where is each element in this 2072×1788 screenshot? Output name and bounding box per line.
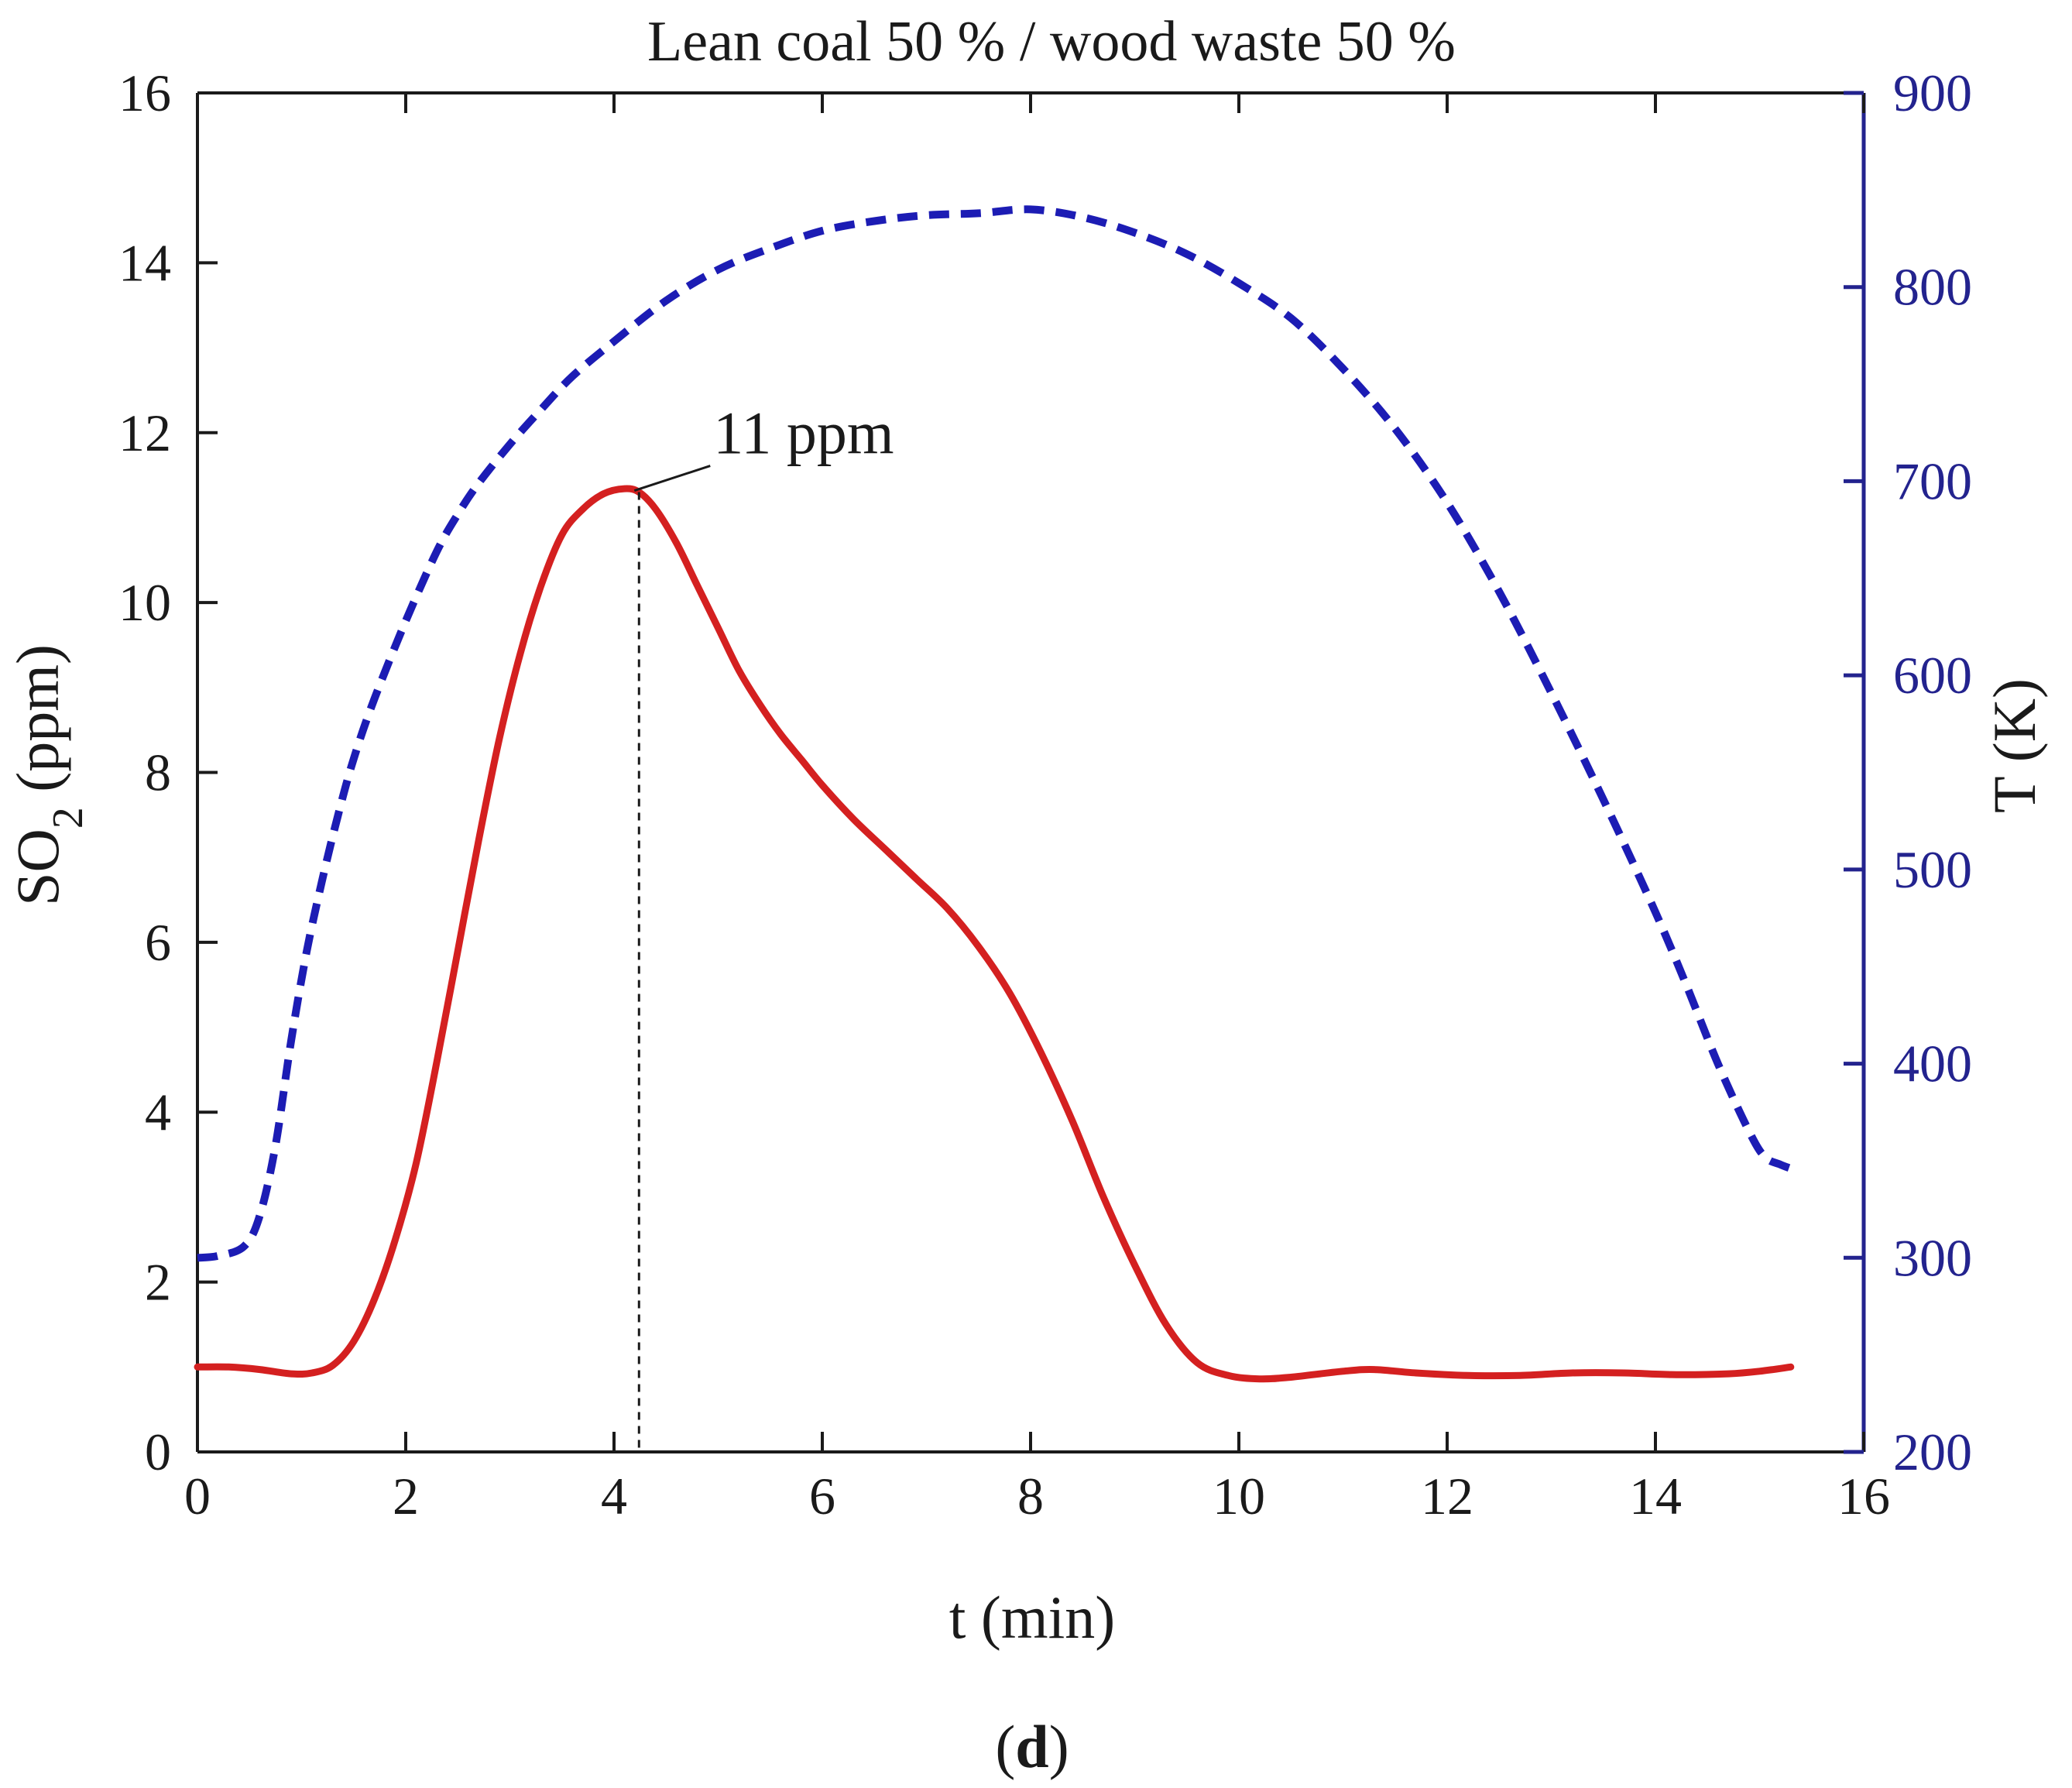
y-axis-left: 0 2 4 6 8 10 12 14 16 xyxy=(118,63,218,1481)
x-tick-label: 14 xyxy=(1629,1467,1682,1525)
panel-label: (d) xyxy=(995,1713,1069,1780)
y-tick-label: 8 xyxy=(145,743,171,802)
x-tick-label: 2 xyxy=(393,1467,419,1525)
y-tick-label: 2 xyxy=(145,1253,171,1312)
peak-leader-line xyxy=(633,465,711,492)
x-axis: 0 2 4 6 8 10 12 14 16 xyxy=(184,93,1890,1525)
y2-tick-label: 500 xyxy=(1893,840,1972,899)
y-tick-label: 6 xyxy=(145,913,171,972)
y2-tick-label: 300 xyxy=(1893,1228,1972,1287)
y2-tick-label: 900 xyxy=(1893,63,1972,122)
x-tick-label: 8 xyxy=(1017,1467,1044,1525)
x-tick-label: 0 xyxy=(184,1467,211,1525)
y-axis-title-subscript: 2 xyxy=(44,807,92,829)
so2-series-line xyxy=(194,485,1795,1383)
x-axis-title: t (min) xyxy=(949,1584,1115,1651)
x-tick-label: 12 xyxy=(1421,1467,1473,1525)
y-axis-title-base: SO xyxy=(4,829,71,906)
temperature-series-line xyxy=(197,205,1792,1262)
y2-tick-label: 400 xyxy=(1893,1035,1972,1093)
y2-tick-label: 700 xyxy=(1893,451,1972,510)
y-axis-title-unit: (ppm) xyxy=(4,644,71,807)
y-tick-label: 4 xyxy=(145,1083,171,1141)
y-tick-label: 10 xyxy=(118,573,171,632)
y-axis-right: 200 300 400 500 600 700 800 900 xyxy=(1844,63,1972,1481)
y2-tick-label: 200 xyxy=(1893,1423,1972,1481)
x-tick-label: 6 xyxy=(809,1467,835,1525)
chart-title: Lean coal 50 % / wood waste 50 % xyxy=(647,10,1456,74)
series-layer xyxy=(194,205,1795,1383)
x-tick-label: 16 xyxy=(1837,1467,1890,1525)
y-tick-label: 12 xyxy=(118,403,171,462)
x-tick-label: 4 xyxy=(601,1467,627,1525)
y-tick-label: 14 xyxy=(118,233,171,292)
y2-tick-label: 600 xyxy=(1893,646,1972,705)
y-tick-label: 16 xyxy=(118,63,171,122)
x-tick-label: 10 xyxy=(1213,1467,1265,1525)
y-axis-title: SO2 (ppm) xyxy=(4,644,92,906)
panel-label-letter: d xyxy=(1015,1713,1048,1780)
y2-axis-title: T (K) xyxy=(1981,678,2048,813)
plot-frame xyxy=(196,91,1866,1453)
panel-label-open: ( xyxy=(995,1713,1015,1780)
peak-label: 11 ppm xyxy=(713,400,894,467)
y-tick-label: 0 xyxy=(145,1423,171,1481)
peak-annotation: 11 ppm xyxy=(633,400,894,1452)
panel-label-close: ) xyxy=(1049,1713,1069,1780)
y2-tick-label: 800 xyxy=(1893,258,1972,317)
